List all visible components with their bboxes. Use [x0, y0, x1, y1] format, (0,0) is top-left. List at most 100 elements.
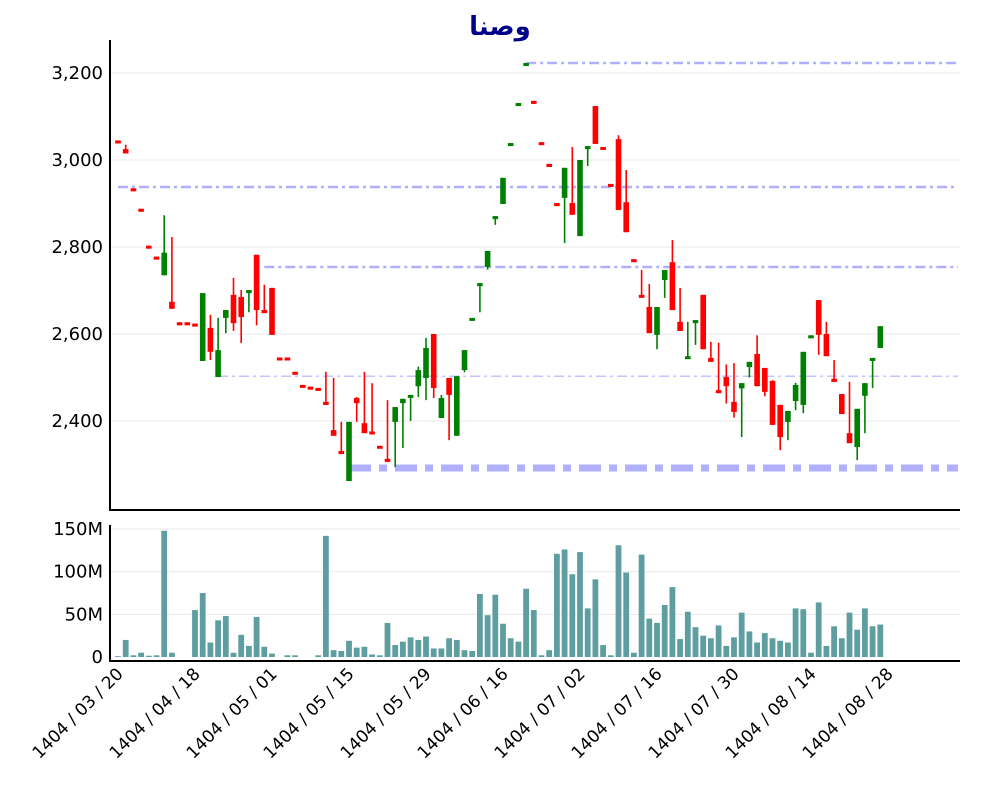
candle-up	[785, 410, 791, 441]
candle-down	[384, 400, 391, 462]
volume-bar	[315, 655, 322, 657]
candle-down	[731, 363, 737, 418]
volume-bar	[600, 645, 606, 657]
candle-down	[538, 142, 545, 146]
volume-bar	[723, 645, 730, 657]
volume-bar	[823, 645, 830, 657]
candle-body	[623, 202, 629, 233]
volume-bar	[384, 622, 391, 657]
gridlines	[110, 72, 960, 615]
candle-down	[253, 254, 260, 326]
volume-bar	[800, 609, 807, 657]
candle-body	[584, 146, 591, 150]
chart-title: وصنا	[469, 12, 531, 42]
candle-body	[446, 377, 452, 395]
volume-tick-label: 50M	[65, 604, 103, 625]
candle-up	[454, 376, 460, 436]
candle-up	[862, 383, 868, 434]
candle-body	[746, 361, 753, 368]
candle-body	[392, 407, 398, 422]
volume-bar	[215, 620, 221, 657]
candle-down	[700, 294, 706, 350]
candle-down	[153, 256, 160, 260]
volume-bar	[122, 639, 129, 657]
candle-body	[338, 451, 345, 455]
candle-body	[531, 100, 537, 104]
candle-body	[777, 404, 783, 438]
volume-tick-label: 100M	[53, 562, 103, 583]
candle-down	[230, 277, 237, 331]
volume-bar	[346, 640, 352, 657]
volume-bar	[438, 648, 445, 657]
candle-up	[407, 394, 414, 421]
volume-bar	[854, 629, 861, 657]
volume-bar	[708, 638, 714, 657]
volume-bar	[484, 615, 491, 657]
candle-up	[507, 143, 514, 147]
volume-bar	[592, 579, 599, 657]
candle-body	[115, 140, 121, 144]
candle-down	[300, 384, 306, 388]
candle-body	[608, 183, 614, 187]
volume-bar	[138, 652, 144, 657]
candle-body	[554, 203, 560, 207]
volume-bar	[785, 642, 791, 657]
volume-bar	[654, 622, 660, 657]
candle-body	[862, 383, 868, 396]
volume-bar	[546, 650, 553, 657]
candle-up	[577, 160, 583, 237]
volume-bar	[530, 610, 537, 657]
candle-body	[315, 387, 321, 391]
candle-body	[577, 160, 583, 237]
candle-body	[407, 394, 414, 398]
candle-up	[346, 421, 352, 482]
reference-lines	[118, 61, 958, 472]
volume-bar	[369, 654, 375, 657]
volume-bar	[777, 640, 784, 657]
candle-body	[292, 371, 298, 375]
candles	[115, 62, 884, 482]
candle-down	[184, 322, 191, 326]
candle-down	[592, 106, 599, 144]
volume-bar	[415, 639, 422, 657]
candle-body	[361, 423, 368, 434]
candle-body	[477, 283, 483, 287]
volume-bar	[423, 636, 429, 657]
volume-bar	[492, 594, 499, 657]
candle-up	[415, 366, 422, 398]
candle-up	[869, 357, 876, 388]
candle-body	[261, 310, 268, 314]
candle-up	[561, 167, 568, 244]
price-tick-label: 2,600	[51, 324, 103, 345]
candle-up	[477, 283, 483, 313]
candle-body	[438, 397, 445, 418]
volume-bar	[246, 645, 252, 657]
candle-body	[854, 408, 860, 448]
candle-body	[323, 401, 329, 405]
candle-down	[122, 144, 129, 154]
volume-bar	[584, 608, 591, 657]
candle-down	[261, 284, 268, 314]
candle-body	[415, 370, 422, 387]
volume-tick-labels: 0 50M 100M 150M	[53, 519, 103, 668]
volume-bar	[500, 623, 506, 657]
volume-bar	[631, 652, 637, 657]
candle-up	[746, 361, 753, 378]
candle-down	[638, 270, 645, 298]
candle-up	[808, 335, 814, 339]
candle-down	[546, 163, 552, 167]
candle-down	[238, 290, 244, 344]
candle-body	[846, 433, 853, 444]
candle-body	[869, 357, 876, 361]
candle-up	[854, 408, 860, 461]
candle-body	[169, 301, 175, 309]
candle-down	[361, 371, 368, 434]
price-tick-label: 3,000	[51, 150, 103, 171]
candle-up	[692, 320, 699, 345]
volume-bar	[330, 650, 337, 657]
volume-bar	[461, 650, 468, 657]
candle-body	[561, 167, 568, 198]
volume-bar	[115, 656, 121, 657]
candle-body	[461, 350, 468, 371]
